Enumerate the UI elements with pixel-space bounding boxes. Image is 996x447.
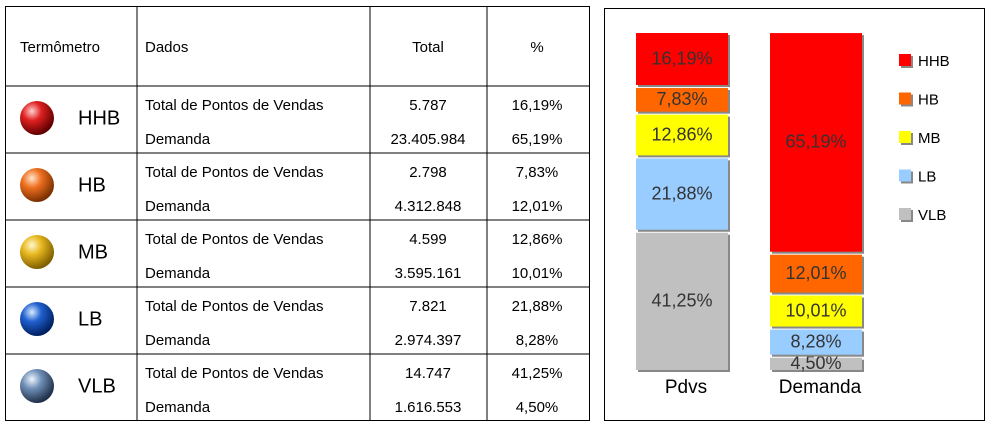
thermo-icon xyxy=(20,235,54,269)
table-cell: Demanda xyxy=(145,399,211,416)
table-header: Dados xyxy=(145,39,188,56)
table-cell: 12,01% xyxy=(512,198,563,215)
bar-segment xyxy=(770,33,862,252)
bar-segment xyxy=(636,158,728,230)
value-label: 7,83% xyxy=(656,89,707,109)
legend-swatch xyxy=(899,92,911,105)
bar-segment xyxy=(636,114,728,156)
table-cell: Demanda xyxy=(145,332,211,349)
value-label: 12,01% xyxy=(785,263,846,283)
bar-segment xyxy=(770,254,862,293)
bar-segment xyxy=(636,88,728,112)
table-cell: 12,86% xyxy=(512,231,563,248)
x-tick-label: Demanda xyxy=(779,377,862,398)
x-tick-label: Pdvs xyxy=(665,377,707,398)
value-label: 12,86% xyxy=(651,124,712,144)
table-cell: 65,19% xyxy=(512,131,563,148)
group-label: VLB xyxy=(78,375,116,397)
group-label: LB xyxy=(78,308,102,330)
table-cell: 14.747 xyxy=(405,365,451,382)
table-cell: 16,19% xyxy=(512,97,563,114)
table-cell: Total de Pontos de Vendas xyxy=(145,164,323,181)
value-label: 8,28% xyxy=(790,331,841,351)
value-label: 21,88% xyxy=(651,183,712,203)
group-label: HB xyxy=(78,174,106,196)
value-label: 4,50% xyxy=(790,353,841,373)
table-cell: Total de Pontos de Vendas xyxy=(145,298,323,315)
table-cell: Demanda xyxy=(145,131,211,148)
table-cell: 5.787 xyxy=(409,97,447,114)
table-cell: 23.405.984 xyxy=(390,131,465,148)
legend-label: MB xyxy=(918,130,941,147)
value-label: 65,19% xyxy=(785,132,846,152)
table-cell: 21,88% xyxy=(512,298,563,315)
thermo-icon xyxy=(20,168,54,202)
table-cell: Total de Pontos de Vendas xyxy=(145,365,323,382)
table-cell: Total de Pontos de Vendas xyxy=(145,231,323,248)
table-cell: Total de Pontos de Vendas xyxy=(145,97,323,114)
legend-label: HHB xyxy=(918,53,950,70)
table-cell: 2.798 xyxy=(409,164,447,181)
legend-swatch xyxy=(899,54,911,66)
legend-label: HB xyxy=(918,91,939,108)
table-header: Termômetro xyxy=(20,39,100,56)
table-cell: 4.312.848 xyxy=(395,198,462,215)
table-cell: 3.595.161 xyxy=(395,265,462,282)
legend-label: VLB xyxy=(918,207,946,224)
bar-segment xyxy=(770,295,862,327)
group-label: HHB xyxy=(78,107,120,129)
bar-segment xyxy=(636,33,728,86)
thermo-icon xyxy=(20,369,54,403)
thermo-icon xyxy=(20,302,54,336)
value-label: 10,01% xyxy=(785,300,846,320)
table-cell: 4,50% xyxy=(516,399,559,416)
value-label: 41,25% xyxy=(651,291,712,311)
table-cell: 8,28% xyxy=(516,332,559,349)
table-cell: 7.821 xyxy=(409,298,447,315)
thermo-icon xyxy=(20,101,54,135)
table-cell: 41,25% xyxy=(512,365,563,382)
bar-segment xyxy=(770,329,862,355)
legend-swatch xyxy=(899,131,911,143)
table-frame xyxy=(5,6,590,421)
value-label: 16,19% xyxy=(651,48,712,68)
table-cell: Demanda xyxy=(145,265,211,282)
bar-segment xyxy=(770,357,862,370)
group-label: MB xyxy=(78,241,108,263)
bar-segment xyxy=(636,232,728,370)
table-cell: 10,01% xyxy=(512,265,563,282)
table-header: Total xyxy=(412,39,444,56)
table-cell: 4.599 xyxy=(409,231,447,248)
legend-swatch xyxy=(899,208,911,220)
table-header: % xyxy=(530,39,543,56)
legend-swatch xyxy=(899,169,911,182)
table-cell: 1.616.553 xyxy=(395,399,462,416)
table-cell: Demanda xyxy=(145,198,211,215)
table-cell: 2.974.397 xyxy=(395,332,462,349)
table-cell: 7,83% xyxy=(516,164,559,181)
legend-label: LB xyxy=(918,168,936,185)
